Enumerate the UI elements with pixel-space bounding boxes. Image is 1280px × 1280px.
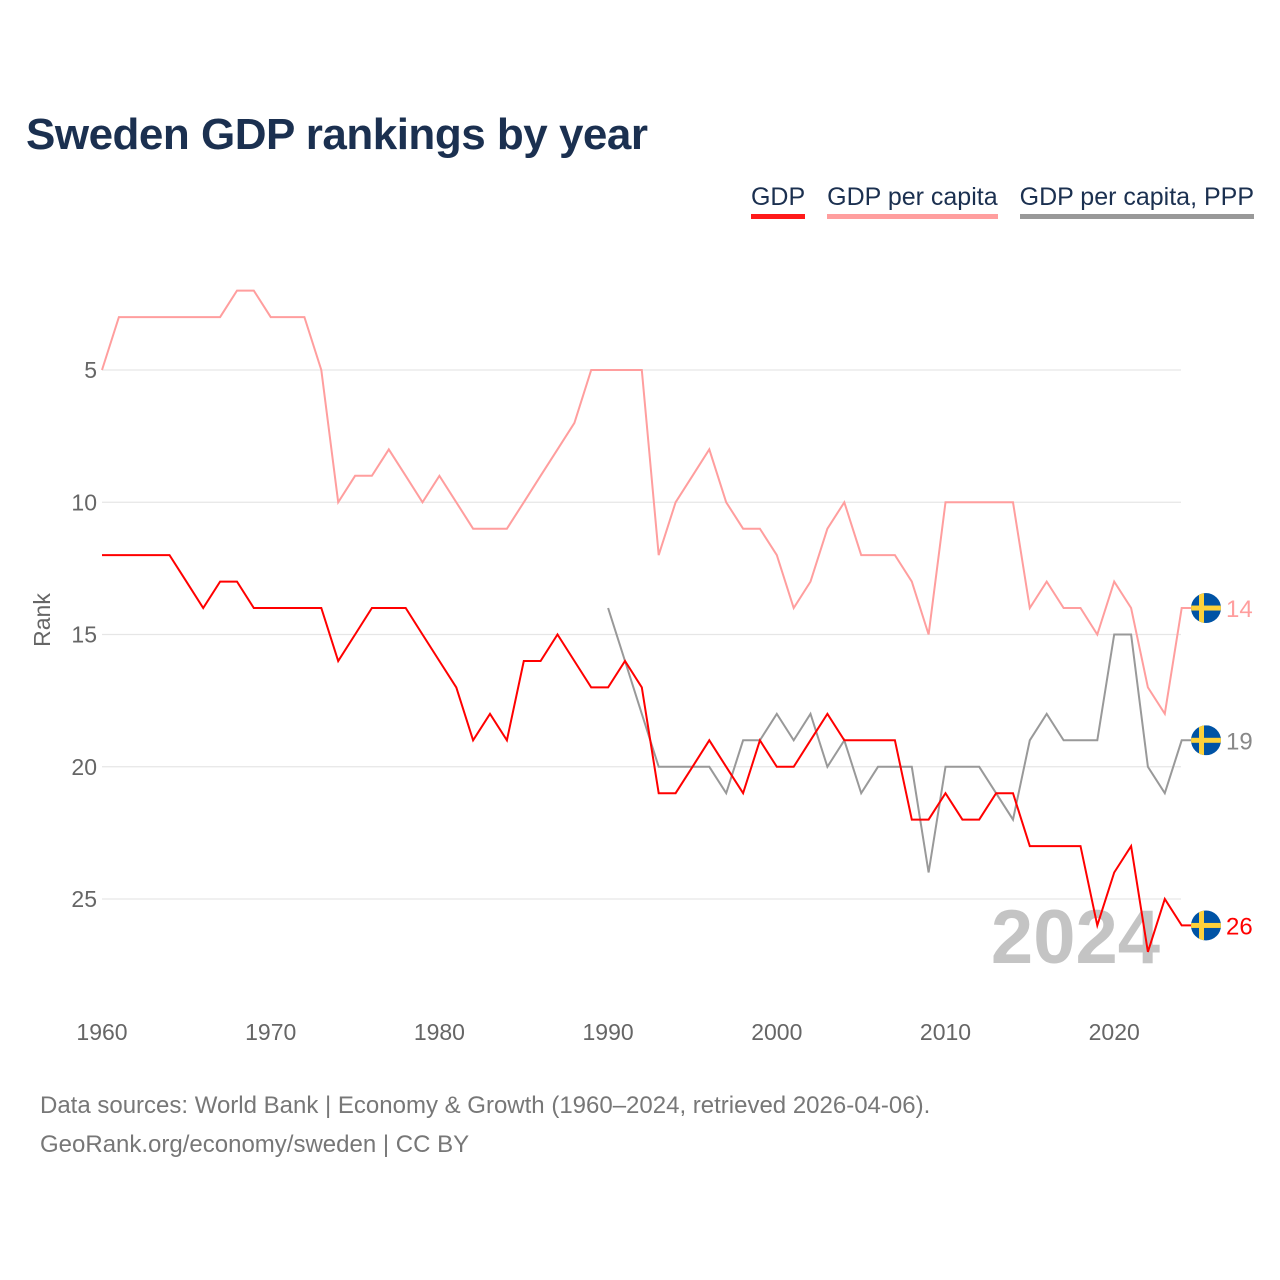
x-tick-label: 1980 [414, 1019, 465, 1045]
chart-title: Sweden GDP rankings by year [26, 110, 648, 159]
x-tick-label: 2020 [1089, 1019, 1140, 1045]
sweden-flag-icon [1191, 725, 1221, 756]
y-tick-label: 10 [71, 489, 97, 515]
end-value-label: 26 [1226, 913, 1253, 940]
end-value-label: 19 [1226, 728, 1253, 755]
series-line-gdp [102, 554, 1192, 953]
y-tick-label: 15 [71, 622, 97, 648]
x-tick-label: 1970 [245, 1019, 296, 1045]
series-line-gdp-per-capita-ppp [607, 607, 1192, 873]
y-tick-label: 25 [71, 886, 97, 912]
y-tick-label: 5 [84, 357, 97, 383]
footer: Data sources: World Bank | Economy & Gro… [40, 1086, 930, 1164]
x-tick-label: 2010 [920, 1019, 971, 1045]
legend: GDP GDP per capita GDP per capita, PPP [750, 183, 1254, 219]
source-link[interactable]: GeoRank.org/economy/sweden | CC BY [40, 1131, 470, 1158]
legend-item-gdp-per-capita[interactable]: GDP per capita [827, 183, 998, 219]
legend-item-gdp-per-capita-ppp[interactable]: GDP per capita, PPP [1019, 183, 1254, 219]
series-line-gdp-per-capita [101, 289, 1192, 717]
y-tick-label: 20 [71, 754, 97, 780]
legend-item-gdp[interactable]: GDP [750, 183, 806, 219]
end-value-label: 14 [1226, 596, 1253, 623]
current-year-watermark: 2024 [991, 895, 1160, 980]
sweden-flag-icon [1191, 593, 1221, 624]
x-tick-label: 1960 [76, 1019, 127, 1045]
y-axis-label: Rank [29, 593, 55, 647]
x-tick-label: 2000 [751, 1019, 802, 1045]
sweden-flag-icon [1191, 910, 1221, 941]
x-tick-label: 1990 [583, 1019, 634, 1045]
data-source-note: Data sources: World Bank | Economy & Gro… [40, 1092, 931, 1119]
